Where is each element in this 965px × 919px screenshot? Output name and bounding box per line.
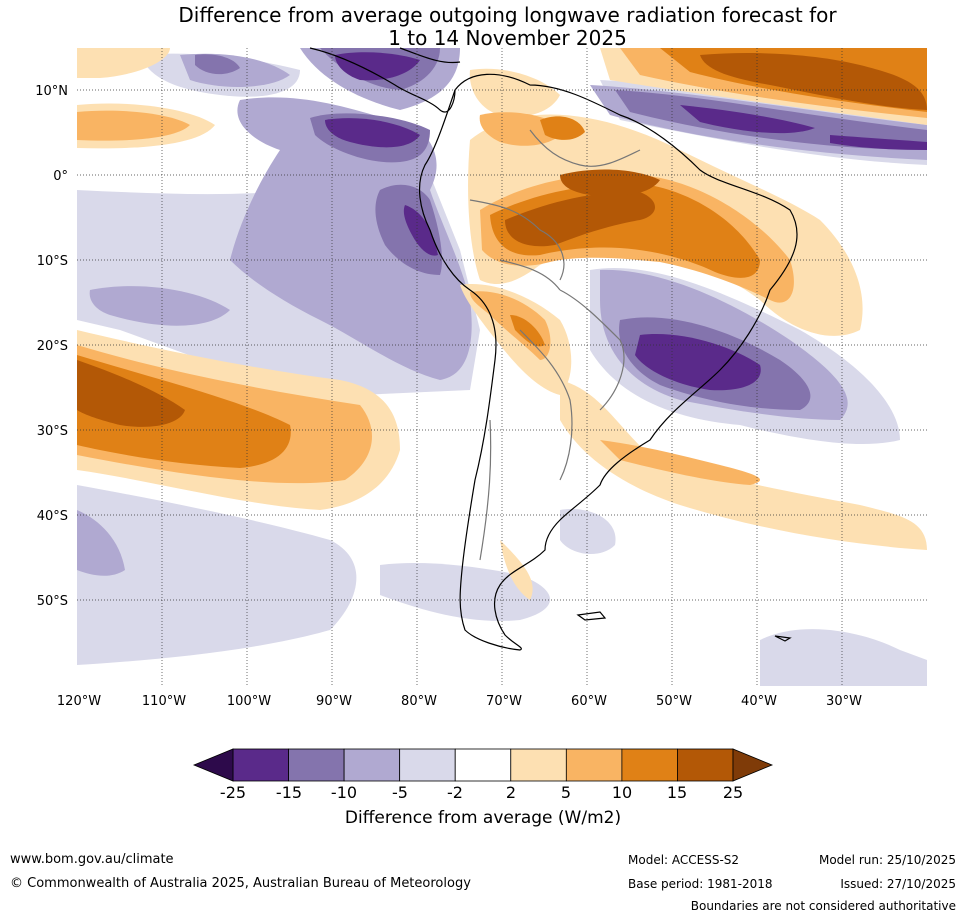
anomaly-region	[375, 184, 442, 275]
lat-label: 30°S	[37, 424, 68, 439]
lon-label: 90°W	[316, 694, 352, 709]
colorbar-extend-high	[732, 748, 774, 782]
anomaly-region	[635, 334, 761, 391]
falklands	[576, 611, 607, 621]
anomaly-region	[469, 68, 560, 117]
lon-label: 50°W	[656, 694, 692, 709]
anomaly-region	[77, 48, 170, 78]
coastlines	[309, 47, 798, 651]
colorbar-box	[621, 748, 678, 782]
anomaly-region	[77, 360, 185, 427]
colorbar-label: Difference from average (W/m2)	[344, 808, 622, 828]
anomaly-region	[560, 509, 616, 555]
colorbar-tick: 10	[612, 783, 632, 802]
colorbar-box	[232, 748, 289, 782]
footer-disclaimer: Boundaries are not considered authoritat…	[690, 899, 956, 913]
anomaly-region	[195, 54, 240, 75]
anomaly-region	[680, 105, 815, 134]
footer-model: Model: ACCESS-S2	[628, 853, 740, 867]
colorbar-tick: 25	[723, 783, 743, 802]
lon-label: 100°W	[227, 694, 271, 709]
colorbar-box	[677, 748, 734, 782]
colorbar-extend-low	[192, 748, 234, 782]
central-america-coastline	[309, 47, 456, 113]
anomaly-region	[560, 169, 660, 197]
caribbean-coastline	[399, 47, 461, 64]
colorbar-tick: -2	[447, 783, 463, 802]
lat-label: 0°	[53, 169, 68, 184]
anomaly-region	[505, 191, 655, 247]
lat-label: 40°S	[37, 509, 68, 524]
gridlines	[77, 48, 927, 686]
anomaly-region	[560, 380, 927, 550]
colorbar-tick: -25	[220, 783, 246, 802]
colorbar-box	[565, 748, 623, 782]
anomaly-region	[760, 629, 927, 686]
lat-label: 20°S	[37, 339, 68, 354]
footer-model-run: Model run: 25/10/2025	[818, 853, 956, 867]
colorbar-ticks: -25 -15 -10 -5 -2 2 5 10 15 25	[220, 783, 743, 802]
anomaly-region	[77, 110, 190, 141]
map-title: Difference from average outgoing longwav…	[0, 4, 965, 50]
anomaly-region	[89, 286, 230, 326]
lon-label: 30°W	[826, 694, 862, 709]
colorbar-box	[510, 748, 567, 782]
anomaly-region	[600, 440, 760, 485]
lon-label: 60°W	[571, 694, 607, 709]
anomaly-region	[380, 563, 550, 621]
longitude-labels: 120°W 110°W 100°W 90°W 80°W 70°W 60°W 50…	[57, 694, 862, 709]
colorbar-box	[454, 748, 512, 782]
anomaly-region	[540, 116, 585, 140]
lon-label: 110°W	[142, 694, 186, 709]
country-borders	[469, 129, 641, 561]
map-title-line2: 1 to 14 November 2025	[388, 26, 627, 50]
colorbar-tick: -15	[276, 783, 302, 802]
lon-label: 40°W	[741, 694, 777, 709]
colorbar-tick: 15	[667, 783, 687, 802]
anomaly-region	[700, 53, 927, 110]
anomaly-region	[510, 315, 545, 347]
anomaly-region	[335, 52, 420, 81]
map-title-line1: Difference from average outgoing longwav…	[178, 3, 837, 27]
colorbar-box	[343, 748, 401, 782]
footer-issued: Issued: 27/10/2025	[840, 877, 956, 891]
colorbar-box	[288, 748, 345, 782]
colorbar-tick: 5	[561, 783, 571, 802]
footer-base-period: Base period: 1981-2018	[628, 877, 773, 891]
latitude-labels: 10°N 0° 10°S 20°S 30°S 40°S 50°S	[35, 84, 68, 609]
lat-label: 10°N	[35, 84, 68, 99]
anomaly-region	[325, 118, 420, 148]
colorbar-tick: -5	[392, 783, 408, 802]
anomaly-region	[403, 205, 438, 256]
lat-label: 50°S	[37, 594, 68, 609]
anomaly-region	[77, 485, 357, 665]
footer-url[interactable]: www.bom.gov.au/climate	[10, 852, 174, 867]
lon-label: 80°W	[401, 694, 437, 709]
anomaly-region	[230, 97, 472, 380]
anomaly-region	[830, 135, 927, 150]
footer-copyright: © Commonwealth of Australia 2025, Austra…	[10, 876, 471, 891]
lon-label: 120°W	[57, 694, 101, 709]
colorbar-tick: -10	[331, 783, 357, 802]
colorbar-box	[399, 748, 456, 782]
south-america-coastline	[419, 73, 798, 651]
colorbar-tick: 2	[506, 783, 516, 802]
lat-label: 10°S	[37, 254, 68, 269]
anomaly-region	[77, 510, 125, 576]
olr-anomaly-map: 10°N 0° 10°S 20°S 30°S 40°S 50°S 120°W 1…	[35, 47, 927, 709]
south-georgia	[774, 635, 792, 642]
colorbar-boxes	[232, 748, 734, 782]
lon-label: 70°W	[486, 694, 522, 709]
